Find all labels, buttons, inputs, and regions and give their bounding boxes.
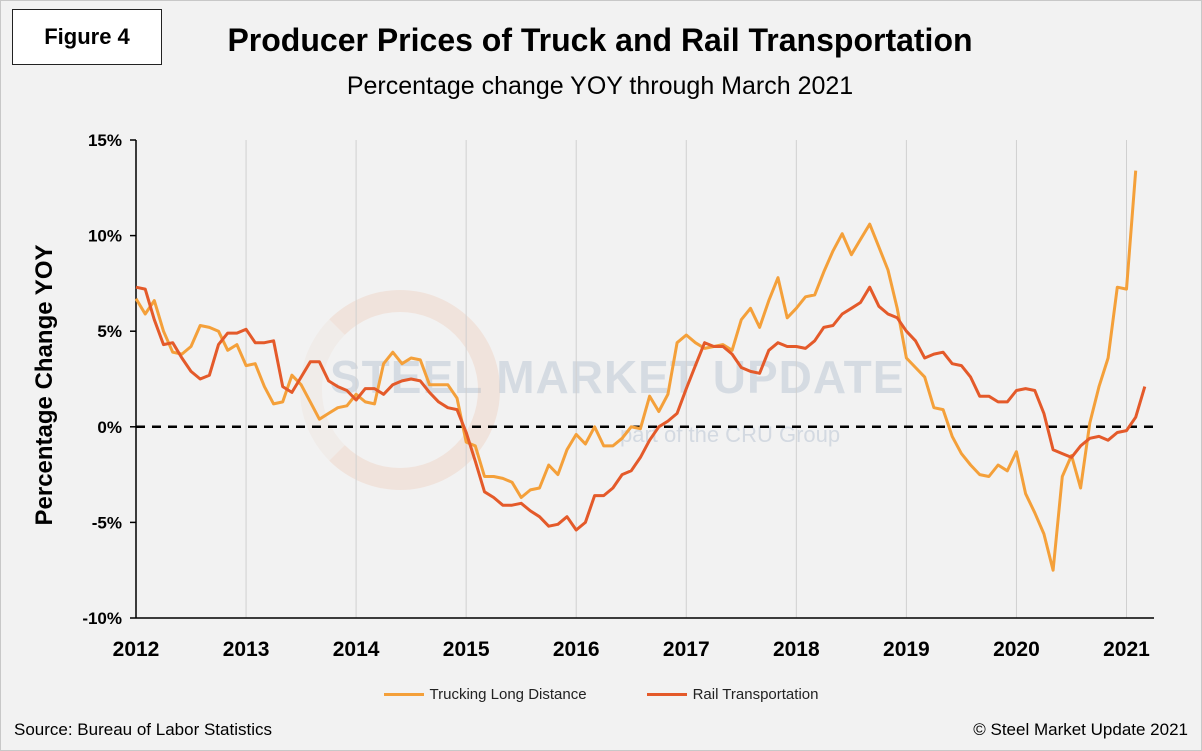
y-tick-label-0: -10% (82, 609, 122, 628)
y-tick-label-5: 15% (88, 131, 122, 150)
legend-item-trucking: Trucking Long Distance (383, 686, 587, 703)
x-tick-label-2015: 2015 (443, 638, 490, 661)
legend-label-trucking: Trucking Long Distance (429, 686, 587, 703)
series-lines (134, 170, 1147, 572)
axes (130, 139, 1154, 619)
legend: Trucking Long Distance Rail Transportati… (0, 686, 1202, 703)
x-tick-label-2018: 2018 (773, 638, 820, 661)
y-tick-label-1: -5% (92, 513, 122, 532)
series-line-trucking-long-distance (134, 170, 1138, 572)
x-tick-label-2019: 2019 (883, 638, 930, 661)
x-tick-label-2021: 2021 (1103, 638, 1150, 661)
y-tick-label-4: 10% (88, 227, 122, 246)
legend-swatch-rail (646, 693, 687, 696)
chart-title: Producer Prices of Truck and Rail Transp… (227, 22, 973, 58)
legend-label-rail: Rail Transportation (692, 686, 819, 703)
legend-swatch-trucking (383, 693, 424, 696)
tick-labels: 2012 2013 2014 2015 2016 2017 2018 2019 2020 2021… (82, 131, 1150, 661)
chart-subtitle: Percentage change YOY through March 2021 (346, 72, 854, 100)
y-tick-label-2: 0% (97, 418, 122, 437)
series-line-rail-transportation (135, 285, 1147, 532)
y-tick-label-3: 5% (97, 322, 122, 341)
x-tick-label-2017: 2017 (663, 638, 710, 661)
figure-label: Figure 4 (12, 9, 162, 65)
x-tick-label-2014: 2014 (333, 638, 380, 661)
gridlines (245, 140, 1127, 618)
x-tick-label-2020: 2020 (993, 638, 1040, 661)
source-note: Source: Bureau of Labor Statistics (14, 720, 272, 739)
x-tick-label-2012: 2012 (113, 638, 160, 661)
x-tick-label-2013: 2013 (223, 638, 270, 661)
x-tick-label-2016: 2016 (553, 638, 600, 661)
legend-item-rail: Rail Transportation (646, 686, 819, 703)
copyright-note: © Steel Market Update 2021 (973, 720, 1188, 739)
